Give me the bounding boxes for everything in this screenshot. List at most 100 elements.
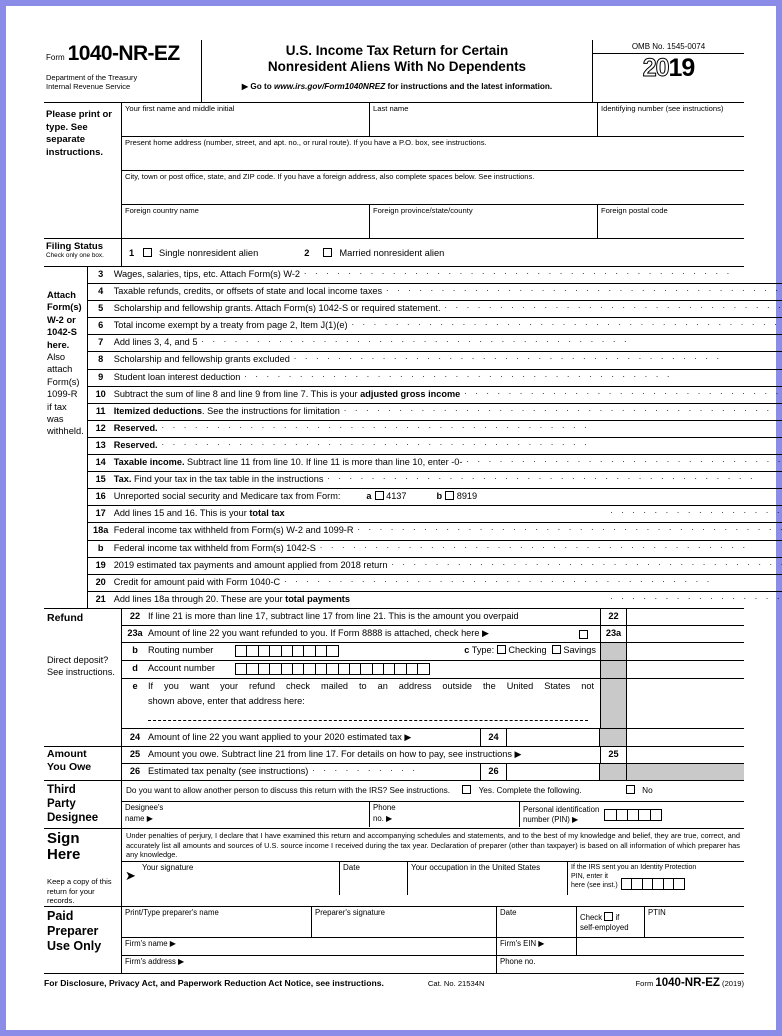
- foreign-province-field[interactable]: Foreign province/state/county: [370, 205, 598, 238]
- ip-pin-labels-rest: PIN, enter it here (see inst.): [571, 872, 618, 890]
- form-header: Form 1040-NR-EZ Department of the Treasu…: [44, 40, 744, 103]
- last-name-label: Last name: [373, 104, 409, 113]
- line-26-number: 26: [129, 766, 141, 777]
- digit-cell[interactable]: [649, 809, 663, 822]
- designee-pin-labels: Personal identification number (PIN) ▶: [523, 805, 599, 826]
- third-party-yes-checkbox[interactable]: [462, 785, 472, 795]
- self-employed-checkbox[interactable]: [604, 911, 614, 921]
- line-21-number: 21: [95, 593, 106, 604]
- line-26-gray-label: [600, 764, 626, 781]
- routing-number-input[interactable]: [235, 645, 339, 660]
- omb-number: OMB No. 1545-0074: [593, 40, 744, 54]
- line-14-text: Taxable income. Subtract line 11 from li…: [113, 457, 463, 468]
- line-24-inset-field[interactable]: [507, 729, 599, 746]
- savings-checkbox[interactable]: [551, 645, 561, 655]
- self-employed-field[interactable]: Check if self-employed: [577, 906, 645, 937]
- preparer-signature-field[interactable]: Preparer's signature: [312, 906, 497, 937]
- signature-fields: ➤ Your signature Date Your occupation in…: [122, 862, 744, 896]
- line-22-description: If line 21 is more than line 17, subtrac…: [148, 610, 519, 621]
- last-name-field[interactable]: Last name: [370, 103, 598, 136]
- designee-phone-arrow-icon: ▶: [386, 813, 393, 823]
- refund-block: Refund Direct deposit? See instructions.…: [44, 608, 744, 748]
- form-8888-checkbox[interactable]: [578, 629, 588, 639]
- preparer-name-label: Print/Type preparer's name: [125, 907, 219, 917]
- form-label: Form: [46, 53, 65, 62]
- filing-status-sidebar: Filing Status Check only one box.: [44, 239, 122, 266]
- line-26-inset: 26: [480, 764, 600, 781]
- digit-cell[interactable]: [673, 878, 685, 891]
- form-8919-checkbox[interactable]: [445, 491, 455, 501]
- line-25-amount-field[interactable]: [626, 747, 744, 764]
- line-18a-number: 18a: [93, 525, 109, 536]
- firm-name-field[interactable]: Firm's name ▶: [122, 937, 497, 955]
- line-23e-text-2: shown above, enter that address here:: [148, 696, 305, 707]
- income-line-rows: 3 Wages, salaries, tips, etc. Attach Form…: [87, 266, 782, 608]
- footer-form-prefix: Form: [635, 978, 656, 988]
- designee-phone-field[interactable]: Phone no. ▶: [370, 802, 520, 828]
- filing-status-married-checkbox[interactable]: [323, 248, 333, 257]
- ptin-field[interactable]: PTIN: [645, 907, 744, 937]
- income-line-row: 5 Scholarship and fellowship grants. Atta…: [87, 300, 782, 319]
- line-22-spacer: [519, 609, 600, 625]
- digit-cell[interactable]: [417, 663, 430, 676]
- firm-ein-value[interactable]: [577, 938, 744, 955]
- ip-pin-input[interactable]: [620, 878, 685, 891]
- firm-ein-field[interactable]: Firm's EIN ▶: [497, 937, 577, 955]
- line-13-leaders: . . . . . . . . . . . . . . . . . . . . …: [161, 436, 590, 447]
- occupation-field[interactable]: Your occupation in the United States: [408, 862, 568, 896]
- designee-name-field[interactable]: Designee's name ▶: [122, 802, 370, 828]
- ip-pin-label-2: PIN, enter it: [571, 873, 608, 881]
- first-name-field[interactable]: Your first name and middle initial: [122, 103, 370, 136]
- account-number-input[interactable]: [235, 663, 430, 678]
- filing-status-2-number: 2: [304, 247, 310, 258]
- preparer-date-field[interactable]: Date: [497, 906, 577, 937]
- line-23e-amount-field: [626, 679, 744, 729]
- filing-status-options: 1 Single nonresident alien 2 Married non…: [122, 239, 744, 266]
- address-write-line-1[interactable]: [148, 720, 588, 722]
- footer-form-number: 1040-NR-EZ: [655, 976, 720, 989]
- line-20-text: Credit for amount paid with Form 1040-C: [113, 576, 281, 587]
- if-label: if: [615, 912, 620, 922]
- foreign-country-field[interactable]: Foreign country name: [122, 205, 370, 238]
- irs-url-link[interactable]: www.irs.gov/Form1040NREZ: [274, 82, 386, 91]
- city-state-zip-label: City, town or post office, state, and ZI…: [125, 172, 535, 181]
- designee-pin-arrow-icon: ▶: [571, 815, 579, 825]
- income-line-row: 7 Add lines 3, 4, and 5. . . . . . . . . …: [87, 334, 782, 353]
- sign-here-sidebar: Sign Here Keep a copy of this return for…: [44, 829, 122, 906]
- routing-spacer: [339, 643, 465, 660]
- income-line-row: 4 Taxable refunds, credits, or offsets of…: [87, 283, 782, 302]
- designee-pin-field[interactable]: Personal identification number (PIN) ▶: [520, 802, 744, 827]
- preparer-phone-field[interactable]: Phone no.: [497, 956, 744, 973]
- signature-date-label: Date: [343, 863, 360, 873]
- filing-status-single-checkbox[interactable]: [143, 248, 152, 257]
- home-address-field[interactable]: Present home address (number, street, an…: [122, 137, 744, 170]
- signature-date-field[interactable]: Date: [340, 862, 408, 896]
- checking-checkbox[interactable]: [496, 645, 506, 655]
- line-13-number: 13: [95, 439, 106, 450]
- form-4137-checkbox[interactable]: [374, 491, 384, 501]
- preparer-name-field[interactable]: Print/Type preparer's name: [122, 906, 312, 937]
- foreign-postal-field[interactable]: Foreign postal code: [598, 205, 744, 238]
- line-22-row: 22 If line 21 is more than line 17, subt…: [122, 608, 744, 626]
- income-line-row: 6 Total income exempt by a treaty from pa…: [87, 317, 782, 336]
- paid-preparer-heading-1: Paid: [47, 908, 74, 923]
- filing-status-heading: Filing Status: [46, 241, 103, 252]
- line-24-spacer: [411, 729, 480, 746]
- city-state-zip-field[interactable]: City, town or post office, state, and ZI…: [122, 171, 744, 204]
- third-party-no-checkbox[interactable]: [625, 785, 635, 795]
- your-signature-field[interactable]: ➤ Your signature: [122, 862, 340, 896]
- line-26-leaders: . . . . . . . . . .: [312, 763, 419, 774]
- designee-pin-label-1: Personal identification: [523, 804, 600, 814]
- line-23a-amount-field[interactable]: [626, 625, 744, 643]
- firm-address-field[interactable]: Firm's address ▶: [122, 955, 497, 973]
- identifying-number-field[interactable]: Identifying number (see instructions): [598, 103, 744, 136]
- digit-cell[interactable]: [326, 645, 339, 658]
- account-number-label: Account number: [148, 663, 215, 674]
- line-23e-letter: e: [132, 681, 138, 692]
- identity-protection-pin-field[interactable]: If the IRS sent you an Identity Protecti…: [568, 862, 744, 895]
- line-23d-account-row: d Account number: [122, 661, 744, 680]
- designee-pin-input[interactable]: [604, 809, 663, 822]
- line-22-amount-field[interactable]: [626, 608, 744, 625]
- line-15-text: Tax. Find your tax in the tax table in t…: [113, 474, 324, 485]
- line-26-inset-field[interactable]: [507, 764, 599, 780]
